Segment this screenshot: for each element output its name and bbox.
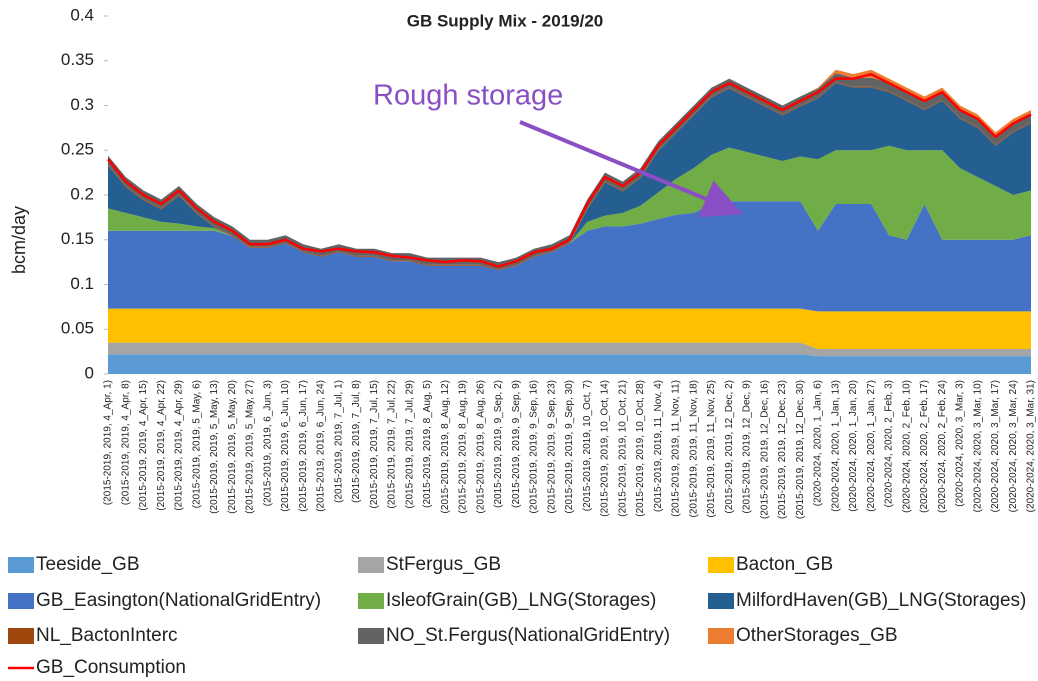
x-tick-label: (2020-2024, 2020, 3_Mar, 31)	[1026, 380, 1037, 512]
x-tick-label: (2015-2019, 2019, 10_Oct, 21)	[617, 380, 628, 517]
plot-area	[107, 69, 1032, 374]
x-tick-label: (2015-2019, 2019, 4_Apr, 1)	[103, 380, 114, 505]
x-tick-label: (2015-2019, 2019, 6_Jun, 17)	[298, 380, 309, 512]
chart-title: GB Supply Mix - 2019/20	[407, 11, 604, 30]
legend-label: Bacton_GB	[736, 554, 833, 575]
x-tick-label: (2015-2019, 2019, 11_Nov, 4)	[653, 380, 664, 512]
x-tick-label: (2015-2019, 2019, 9_Sep, 16)	[529, 380, 540, 513]
legend-swatch	[708, 628, 734, 644]
y-tick-label: 0.05	[61, 319, 94, 338]
y-tick-label: 0.4	[70, 5, 94, 24]
area	[108, 308, 1031, 349]
area	[108, 83, 1031, 271]
y-tick-label: 0.3	[70, 95, 94, 114]
x-tick-label: (2020-2024, 2020, 3_Mar, 10)	[972, 380, 983, 512]
x-tick-label: (2015-2019, 2019, 12_Dec, 9)	[742, 380, 753, 513]
legend-swatch	[358, 557, 384, 573]
x-tick-label: (2015-2019, 2019, 7_Jul, 8)	[351, 380, 362, 503]
x-tick-label: (2015-2019, 2019, 7_Jul, 29)	[404, 380, 415, 508]
x-tick-label: (2015-2019, 2019, 7_Jul, 15)	[369, 380, 380, 508]
y-tick-label: 0.25	[61, 140, 94, 159]
x-tick-label: (2020-2024, 2020, 3_Mar, 17)	[990, 380, 1001, 512]
x-tick-label: (2015-2019, 2019, 10_Oct, 28)	[635, 380, 646, 517]
legend-swatch	[8, 557, 34, 573]
y-tick-label: 0	[85, 363, 94, 382]
x-tick-label: (2015-2019, 2019, 8_Aug, 12)	[440, 380, 451, 513]
x-tick-label: (2015-2019, 2019, 10_Oct, 7)	[582, 380, 593, 511]
x-tick-label: (2015-2019, 2019, 7_Jul, 1)	[333, 380, 344, 503]
y-tick-label: 0.1	[70, 274, 94, 293]
line	[107, 72, 1032, 268]
legend-swatch	[8, 593, 34, 609]
y-tick-label: 0.15	[61, 229, 94, 248]
x-tick-label: (2020-2024, 2020, 2_Feb, 17)	[919, 380, 930, 513]
x-tick-label: (2015-2019, 2019, 5_May, 27)	[245, 380, 256, 514]
x-tick-label: (2015-2019, 2019, 8_Aug, 26)	[475, 380, 486, 513]
x-tick-label: (2015-2019, 2019, 7_Jul, 22)	[387, 380, 398, 508]
x-tick-label: (2015-2019, 2019, 8_Aug, 5)	[422, 380, 433, 508]
legend-swatch	[358, 628, 384, 644]
annotation-arrow	[519, 120, 743, 218]
x-tick-label: (2015-2019, 2019, 12_Dec, 23)	[777, 380, 788, 519]
x-tick-label: (2015-2019, 2019, 6_Jun, 10)	[280, 380, 291, 512]
x-tick-label: (2015-2019, 2019, 5_May, 6)	[191, 380, 202, 508]
x-tick-label: (2015-2019, 2019, 6_Jun, 24)	[316, 380, 327, 512]
legend-label: NO_St.Fergus(NationalGridEntry)	[386, 625, 670, 646]
x-tick-label: (2015-2019, 2019, 9_Sep, 9)	[511, 380, 522, 508]
legend-swatch	[708, 593, 734, 609]
area	[108, 201, 1031, 312]
x-tick-label: (2015-2019, 2019, 12_Dec, 16)	[759, 380, 770, 519]
grid	[104, 15, 108, 375]
x-tick-label: (2020-2024, 2020, 3_Mar, 3)	[955, 380, 966, 507]
x-tick-label: (2015-2019, 2019, 8_Aug, 19)	[458, 380, 469, 513]
x-tick-label: (2015-2019, 2019, 4_Apr, 29)	[174, 380, 185, 511]
x-tick-label: (2020-2024, 2020, 2_Feb, 3)	[884, 380, 895, 507]
x-tick-label: (2015-2019, 2019, 9_Sep, 2)	[493, 380, 504, 508]
x-tick-label: (2015-2019, 2019, 10_Oct, 14)	[600, 380, 611, 517]
legend-label: GB_Easington(NationalGridEntry)	[36, 590, 321, 611]
x-tick-label: (2015-2019, 2019, 11_Nov, 25)	[706, 380, 717, 518]
x-tick-label: (2020-2024, 2020, 3_Mar, 24)	[1008, 380, 1019, 512]
x-tick-label: (2020-2024, 2020, 1_Jan, 27)	[866, 380, 877, 512]
legend-swatch	[708, 557, 734, 573]
x-tick-label: (2015-2019, 2019, 4_Apr, 22)	[156, 380, 167, 511]
x-tick-label: (2020-2024, 2020, 1_Jan, 13)	[830, 380, 841, 512]
legend-label: NL_BactonInterc	[36, 625, 178, 646]
legend-label: OtherStorages_GB	[736, 625, 898, 646]
x-tick-label: (2015-2019, 2019, 4_Apr, 8)	[120, 380, 131, 505]
x-tick-label: (2020-2024, 2020, 2_Feb, 24)	[937, 380, 948, 513]
legend-label: StFergus_GB	[386, 554, 501, 575]
axes: 0 0.05 0.1 0.15 0.2 0.25 0.3 0.35 0.4 (2015-2019,…	[61, 5, 1037, 519]
x-tick-label: (2015-2019, 2019, 4_Apr, 15)	[138, 380, 149, 511]
y-axis-label: bcm/day	[9, 206, 29, 274]
y-tick-label: 0.2	[70, 184, 94, 203]
x-tick-label: (2020-2024, 2020, 1_Jan, 6)	[813, 380, 824, 506]
annotation: Rough storage	[373, 80, 563, 112]
area	[108, 145, 1031, 271]
legend: Teeside_GB StFergus_GB Bacton_GB GB_Easingt…	[8, 554, 1026, 678]
legend-swatch	[8, 628, 34, 644]
legend-label: MilfordHaven(GB)_LNG(Storages)	[736, 590, 1026, 611]
x-tick-label: (2020-2024, 2020, 1_Jan, 20)	[848, 380, 859, 512]
x-tick-label: (2015-2019, 2019, 9_Sep, 23)	[546, 380, 557, 513]
x-tick-label: (2015-2019, 2019, 12_Dec, 2)	[724, 380, 735, 513]
x-tick-label: (2020-2024, 2020, 2_Feb, 10)	[901, 380, 912, 513]
x-tick-label: (2015-2019, 2019, 5_May, 13)	[209, 380, 220, 514]
area	[108, 354, 1031, 374]
legend-label: GB_Consumption	[36, 657, 186, 678]
legend-swatch	[358, 593, 384, 609]
area	[108, 342, 1031, 357]
x-tick-label: (2015-2019, 2019, 5_May, 20)	[227, 380, 238, 514]
x-tick-label: (2015-2019, 2019, 11_Nov, 11)	[671, 380, 682, 517]
x-tick-label: (2015-2019, 2019, 12_Dec, 30)	[795, 380, 806, 519]
x-tick-label: (2015-2019, 2019, 9_Sep, 30)	[564, 380, 575, 513]
x-tick-label: (2015-2019, 2019, 11_Nov, 18)	[688, 380, 699, 518]
legend-label: Teeside_GB	[36, 554, 140, 575]
legend-label: IsleofGrain(GB)_LNG(Storages)	[386, 590, 656, 611]
y-tick-label: 0.35	[61, 50, 94, 69]
x-tick-label: (2015-2019, 2019, 6_Jun, 3)	[262, 380, 273, 506]
